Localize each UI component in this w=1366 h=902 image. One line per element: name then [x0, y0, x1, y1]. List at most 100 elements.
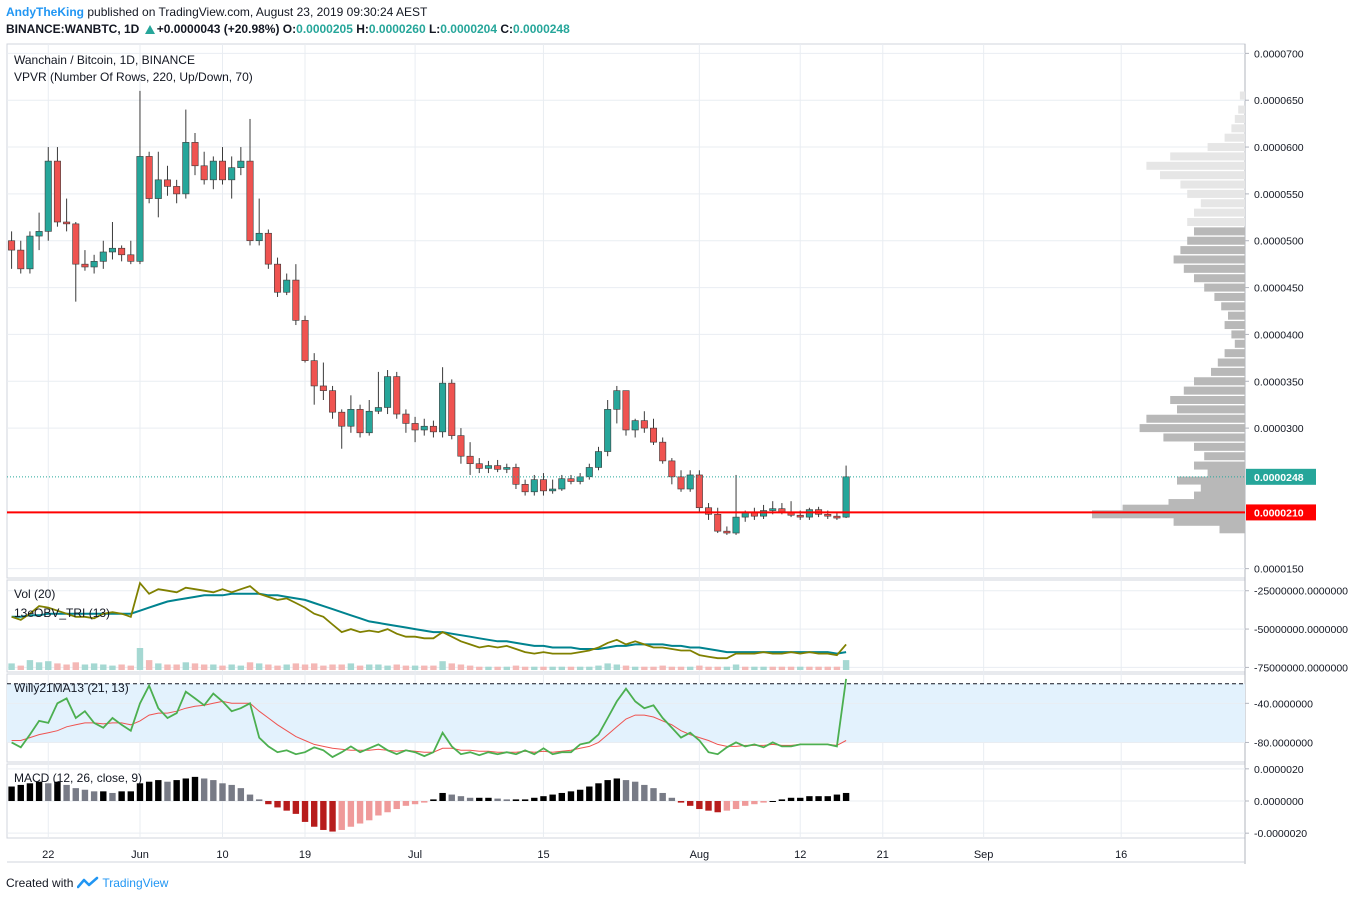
volume-bar: [723, 666, 731, 670]
macd-histogram-bar: [72, 788, 79, 801]
macd-histogram-bar: [292, 801, 300, 814]
volume-profile-row: [1217, 358, 1245, 367]
volume-profile-row: [1234, 114, 1245, 123]
candle-body: [173, 186, 181, 195]
volume-profile-row: [1173, 517, 1245, 526]
volume-bar: [650, 666, 657, 670]
volume-bar: [173, 664, 180, 670]
price-tick-label: 0.0000150: [1254, 564, 1304, 576]
candle-body: [411, 423, 419, 431]
volume-profile-row: [1194, 274, 1245, 283]
candle-body: [567, 478, 575, 482]
candle-body: [439, 382, 447, 433]
willy-ma-line: [11, 700, 847, 753]
macd-histogram-bar: [8, 786, 15, 801]
tradingview-brand[interactable]: TradingView: [102, 876, 169, 890]
resistance-price-label: 0.0000210: [1254, 507, 1304, 519]
macd-histogram-bar: [366, 801, 373, 821]
volume-bar: [586, 666, 593, 670]
macd-histogram-bar: [613, 778, 621, 801]
x-tick-label: 16: [1115, 849, 1127, 861]
candle-body: [26, 235, 34, 270]
volume-profile-row: [1231, 124, 1245, 133]
volume-bar: [375, 664, 382, 670]
candle-body: [668, 460, 676, 478]
macd-histogram-bar: [17, 784, 24, 801]
volume-bar: [732, 664, 740, 670]
price-tick-label: 0.0000450: [1254, 283, 1304, 295]
volume-bar: [714, 666, 721, 670]
x-tick-label: Sep: [974, 849, 994, 861]
low-value: 0.0000204: [440, 22, 498, 36]
macd-histogram-bar: [127, 791, 134, 801]
candle-body: [374, 407, 382, 412]
candle-body: [53, 160, 61, 223]
volume-profile-row: [1177, 476, 1245, 485]
macd-histogram-bar: [512, 799, 520, 801]
macd-histogram-bar: [182, 778, 190, 801]
macd-histogram-bar: [320, 801, 327, 830]
macd-histogram-bar: [200, 778, 208, 801]
candle-body: [237, 160, 245, 168]
macd-histogram-bar: [696, 801, 703, 810]
macd-histogram-bar: [191, 776, 199, 801]
candle-body: [108, 247, 116, 253]
candle-body: [35, 231, 43, 237]
x-tick-label: Jun: [131, 849, 149, 861]
resistance-price-tag: [1246, 504, 1316, 521]
volume-bar: [567, 666, 575, 670]
candle-body: [558, 478, 566, 490]
macd-histogram-bar: [806, 796, 813, 801]
volume-bar: [182, 662, 190, 670]
candle-body: [686, 474, 694, 490]
open-value: 0.0000205: [296, 22, 353, 36]
candle-body: [219, 160, 227, 181]
macd-histogram-bar: [228, 784, 235, 801]
volume-bar: [100, 664, 107, 670]
publish-info: published on TradingView.com, August 23,…: [87, 5, 428, 19]
macd-histogram-bar: [219, 783, 226, 801]
volume-profile-row: [1228, 311, 1245, 320]
candle-body: [503, 467, 511, 470]
candle-body: [420, 425, 428, 431]
volume-profile-row: [1187, 236, 1245, 245]
candle-body: [209, 160, 217, 181]
candle-body: [127, 254, 135, 262]
macd-histogram-bar: [650, 788, 657, 801]
volume-profile-row: [1204, 283, 1245, 292]
volume-bar: [604, 663, 611, 670]
candle-body: [429, 425, 437, 433]
price-tick-label: 0.0000400: [1254, 329, 1304, 341]
macd-histogram-bar: [659, 792, 666, 801]
volume-bar: [815, 666, 822, 670]
price-tick-label: 0.0000700: [1254, 48, 1304, 60]
candle-body: [475, 463, 483, 469]
macd-histogram-bar: [283, 801, 290, 811]
candle-body: [677, 476, 685, 490]
candle-body: [530, 479, 538, 493]
author-name[interactable]: AndyTheKing: [6, 5, 84, 19]
volume-bar: [63, 664, 70, 670]
volume-profile-row: [1224, 349, 1245, 358]
volume-bar: [145, 660, 153, 670]
macd-histogram-bar: [797, 797, 804, 801]
macd-histogram-bar: [567, 791, 575, 801]
volume-bar: [366, 664, 373, 670]
volume-tick-label: -50000000.0000000: [1254, 624, 1348, 636]
candle-body: [44, 160, 52, 232]
macd-histogram-bar: [164, 781, 171, 801]
macd-histogram-bar: [421, 801, 428, 803]
volume-bar: [347, 663, 355, 670]
candle-body: [17, 249, 25, 270]
obv-ma-line: [11, 592, 847, 655]
candle-body: [494, 465, 502, 470]
volume-bar: [742, 666, 749, 670]
ohlc-header: BINANCE:WANBTC, 1D +0.0000043 (+20.98%) …: [6, 22, 570, 36]
candle-body: [292, 279, 300, 321]
macd-histogram-bar: [155, 780, 162, 801]
macd-title: MACD (12, 26, close, 9): [14, 771, 142, 785]
volume-bar: [751, 666, 758, 670]
candle-body: [264, 232, 272, 265]
volume-bar: [384, 665, 391, 670]
